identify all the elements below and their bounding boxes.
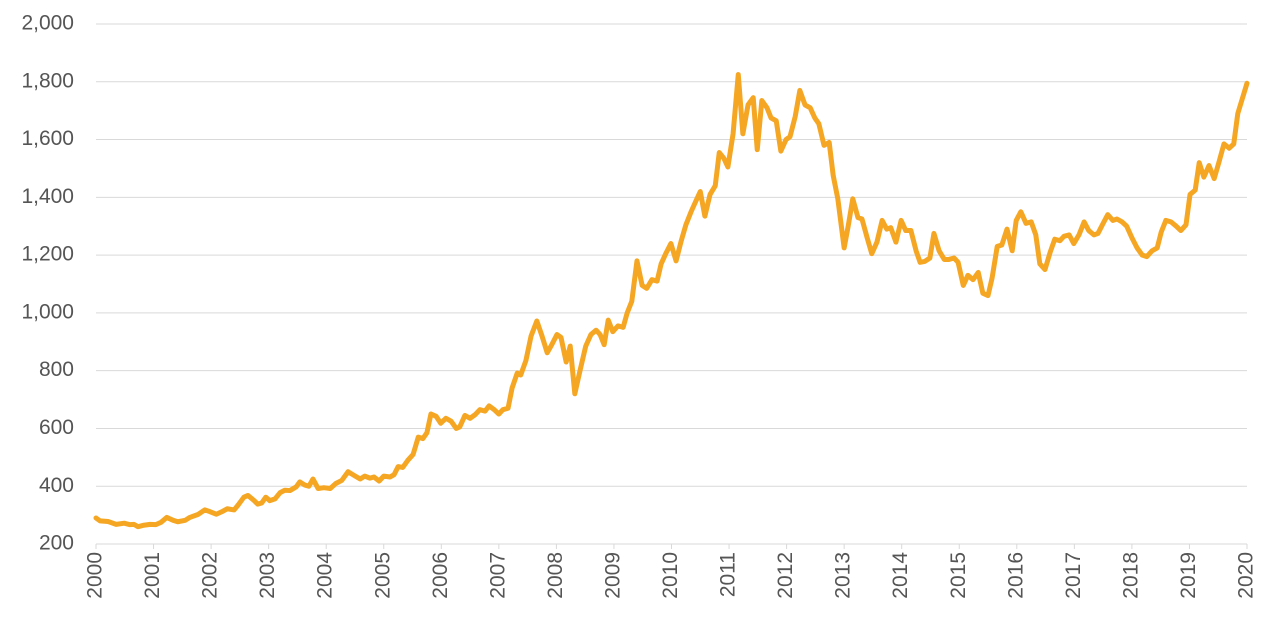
- y-tick-label: 1,400: [21, 185, 74, 208]
- x-tick-label: 2006: [429, 552, 452, 599]
- x-tick-label: 2013: [832, 552, 855, 599]
- x-tick-label: 2007: [486, 552, 509, 599]
- x-tick-label: 2016: [1004, 552, 1027, 599]
- y-tick-label: 1,200: [21, 243, 74, 266]
- x-tick-label: 2000: [84, 552, 107, 599]
- x-tick-label: 2004: [314, 552, 337, 599]
- x-tick-label: 2019: [1177, 552, 1200, 599]
- x-tick-label: 2018: [1119, 552, 1142, 599]
- x-tick-label: 2020: [1235, 552, 1258, 599]
- line-series: [93, 72, 1250, 530]
- x-tick-label: 2001: [141, 552, 164, 599]
- x-tick-label: 2015: [947, 552, 970, 599]
- x-tick-label: 2009: [601, 552, 624, 599]
- y-tick-label: 800: [39, 358, 74, 381]
- x-tick-label: 2014: [889, 552, 912, 599]
- y-tick-label: 1,800: [21, 69, 74, 92]
- x-tick-label: 2002: [199, 552, 222, 599]
- y-tick-label: 400: [39, 474, 74, 497]
- y-tick-label: 600: [39, 416, 74, 439]
- x-tick-label: 2017: [1062, 552, 1085, 599]
- x-tick-label: 2012: [774, 552, 797, 599]
- x-tick-label: 2011: [717, 552, 740, 597]
- y-tick-label: 2,000: [21, 12, 74, 35]
- x-tick-label: 2010: [659, 552, 682, 599]
- y-tick-label: 1,000: [21, 300, 74, 323]
- y-tick-label: 1,600: [21, 127, 74, 150]
- x-tick-label: 2008: [544, 552, 567, 599]
- x-tick-label: 2003: [256, 552, 279, 599]
- x-tick-label: 2005: [371, 552, 394, 599]
- y-tick-label: 200: [39, 532, 74, 555]
